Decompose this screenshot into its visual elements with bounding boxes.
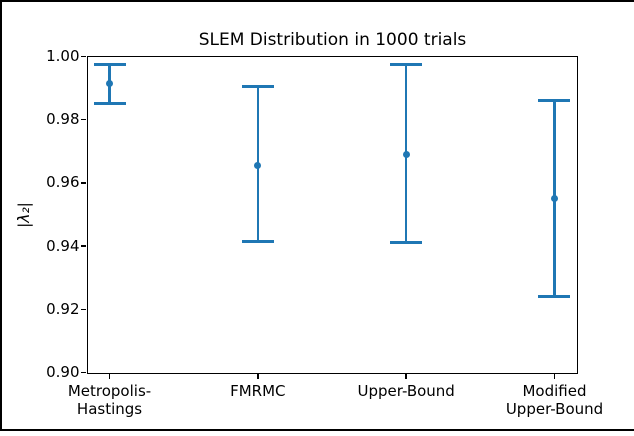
error-bar-cap-bottom <box>538 295 571 299</box>
data-point-marker <box>254 162 262 170</box>
y-tick-mark <box>81 308 86 311</box>
y-tick-mark <box>81 371 86 374</box>
error-bar-cap-top <box>93 62 126 66</box>
x-tick-mark <box>405 374 407 379</box>
plot-area: 1.00 0.98 0.96 0.94 0.92 0.90 Metropolis- Hast… <box>46 47 603 418</box>
x-tick-mark <box>553 374 556 379</box>
y-tick-mark <box>81 182 86 184</box>
x-tick-label: Metropolis- Hastings <box>67 381 152 419</box>
y-tick-label: 0.92 <box>46 299 80 318</box>
x-tick-label: Modified Upper-Bound <box>505 381 604 419</box>
x-tick-mark <box>108 374 111 379</box>
y-axis-label: |λ₂| <box>15 202 33 228</box>
chart-title: SLEM Distribution in 1000 trials <box>198 30 467 50</box>
error-bar-cap-top <box>538 99 571 103</box>
x-tick-label: FMRMC <box>230 381 286 400</box>
data-point-marker <box>550 195 558 203</box>
y-tick-mark <box>81 55 86 58</box>
y-tick-mark <box>81 118 86 121</box>
x-tick-label: Upper-Bound <box>357 381 455 400</box>
error-bar-cap-bottom <box>93 102 126 106</box>
y-tick-label: 0.96 <box>46 173 80 192</box>
data-point-marker <box>106 79 113 87</box>
y-tick-label: 0.90 <box>46 363 80 381</box>
error-bar-cap-top <box>390 62 423 66</box>
x-tick-mark <box>257 374 259 379</box>
error-bar-cap-bottom <box>241 239 274 243</box>
y-tick-label: 0.98 <box>46 110 80 129</box>
y-tick-label: 1.00 <box>46 47 80 65</box>
data-point-marker <box>402 150 410 158</box>
y-tick-mark <box>81 245 86 247</box>
error-bar-cap-bottom <box>390 241 423 245</box>
error-bar-cap-top <box>241 85 274 89</box>
y-tick-label: 0.94 <box>46 236 80 255</box>
